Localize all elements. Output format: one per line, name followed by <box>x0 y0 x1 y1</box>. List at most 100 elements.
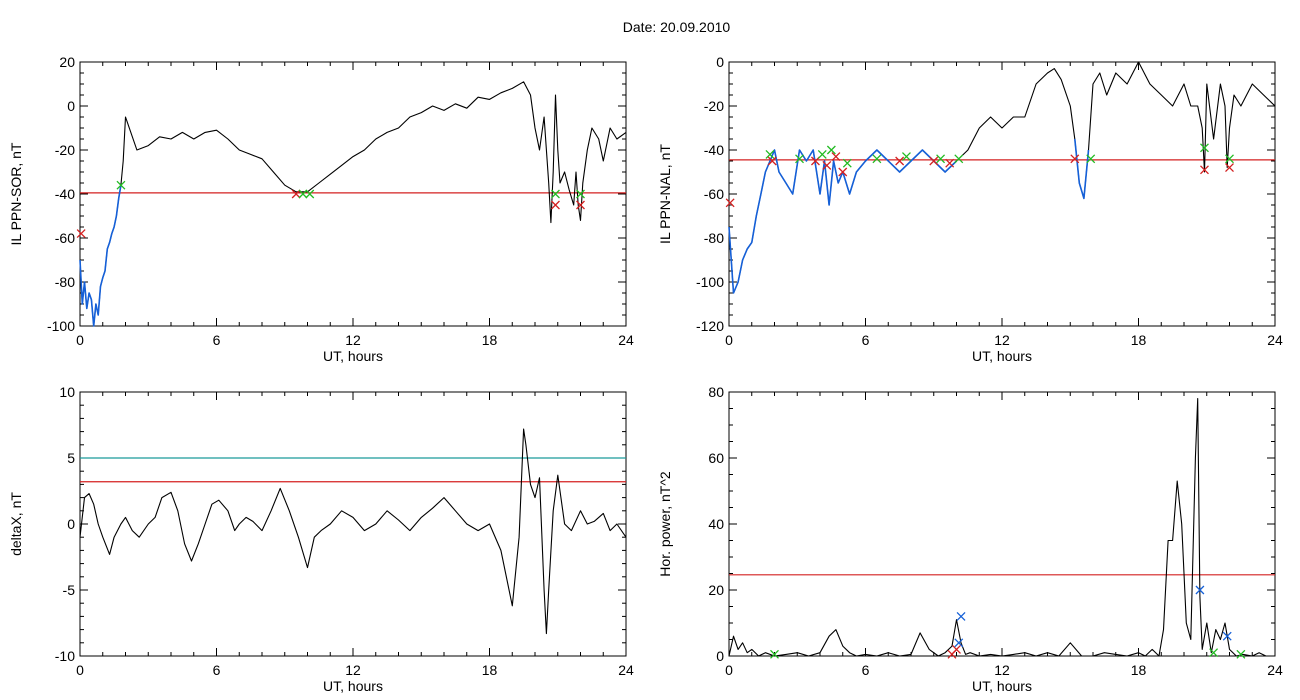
event-marker <box>1225 163 1234 173</box>
event-marker <box>1086 154 1096 164</box>
highlight-series-line <box>1074 138 1090 200</box>
event-marker <box>551 189 560 199</box>
x-axis-label: UT, hours <box>972 348 1032 364</box>
y-tick-label: -80 <box>55 274 75 290</box>
x-tick-label: 18 <box>1131 332 1147 348</box>
event-marker <box>1225 154 1234 164</box>
x-tick-label: 0 <box>725 662 733 678</box>
y-tick-label: 10 <box>59 384 75 400</box>
y-tick-label: -100 <box>696 274 724 290</box>
event-marker <box>765 149 775 159</box>
event-marker <box>810 156 820 166</box>
x-tick-label: 12 <box>345 662 361 678</box>
x-tick-label: 6 <box>213 332 221 348</box>
x-axis-label: UT, hours <box>323 348 383 364</box>
event-marker <box>116 180 126 190</box>
y-tick-label: 0 <box>716 54 724 70</box>
plot-frame <box>79 61 627 327</box>
event-marker <box>576 200 585 210</box>
event-marker <box>298 189 308 199</box>
y-tick-label: 20 <box>59 54 75 70</box>
event-marker <box>1222 631 1232 641</box>
event-marker <box>822 160 832 170</box>
plot-frame <box>728 391 1276 657</box>
series-line <box>79 428 627 635</box>
y-axis-label: deltaX, nT <box>8 492 24 556</box>
event-marker <box>1195 585 1205 595</box>
series-line <box>79 81 627 327</box>
event-marker <box>952 644 961 654</box>
y-tick-label: -20 <box>704 98 724 114</box>
event-marker <box>954 638 964 648</box>
event-marker <box>838 167 848 177</box>
highlight-series-line <box>79 185 122 327</box>
y-tick-label: 5 <box>67 450 75 466</box>
event-marker <box>291 189 301 199</box>
event-marker <box>954 154 964 164</box>
x-tick-label: 24 <box>1267 332 1283 348</box>
x-tick-label: 18 <box>1131 662 1147 678</box>
event-marker <box>826 145 836 155</box>
page-title: Date: 20.09.2010 <box>622 19 731 35</box>
x-axis-label: UT, hours <box>323 678 383 694</box>
event-marker <box>767 156 777 166</box>
event-marker <box>1209 648 1219 658</box>
panel-deltax: 0 6 12 18 24 -10 -5 0 5 10 UT, hours deltaX, nT <box>8 384 634 694</box>
panel-power: 0 6 12 18 24 0 20 40 60 80 UT, hours Hor. power, nT… <box>657 384 1283 694</box>
y-tick-label: -80 <box>704 230 724 246</box>
y-tick-label: 0 <box>67 516 75 532</box>
y-axis-label: IL PPN-NAL, nT <box>657 144 673 244</box>
event-marker <box>305 189 315 199</box>
y-tick-label: -20 <box>55 142 75 158</box>
event-marker <box>795 154 804 164</box>
plot-frame <box>79 391 627 657</box>
y-tick-label: 20 <box>708 582 724 598</box>
x-tick-label: 24 <box>1267 662 1283 678</box>
y-tick-label: 0 <box>716 648 724 664</box>
x-tick-label: 12 <box>345 332 361 348</box>
event-marker <box>895 156 905 166</box>
x-tick-label: 24 <box>618 662 634 678</box>
event-marker <box>1070 154 1080 164</box>
y-tick-label: 0 <box>67 98 75 114</box>
event-marker <box>831 152 841 162</box>
x-tick-label: 12 <box>994 332 1010 348</box>
event-marker <box>956 611 966 621</box>
event-marker <box>817 149 827 159</box>
y-tick-label: -100 <box>47 318 75 334</box>
x-tick-label: 18 <box>482 662 498 678</box>
event-marker <box>842 158 852 168</box>
y-axis-label: IL PPN-SOR, nT <box>8 142 24 245</box>
x-axis-label: UT, hours <box>972 678 1032 694</box>
event-marker <box>770 649 779 659</box>
plot-frame <box>728 61 1276 327</box>
y-tick-label: -40 <box>55 186 75 202</box>
panel-sor: 0 6 12 18 24 -100 -80 -60 -40 -20 0 20 UT, hours IL P… <box>8 54 634 364</box>
panel-nal: 0 6 12 18 24 -120 -100 -80 -60 -40 -20 0 UT, hours IL… <box>657 54 1283 364</box>
y-tick-label: 60 <box>708 450 724 466</box>
y-tick-label: 80 <box>708 384 724 400</box>
y-tick-label: -120 <box>696 318 724 334</box>
x-tick-label: 24 <box>618 332 634 348</box>
series-line <box>728 398 1275 657</box>
event-marker <box>929 156 939 166</box>
y-tick-label: 40 <box>708 516 724 532</box>
event-marker <box>725 198 735 208</box>
series-line <box>728 61 1276 294</box>
event-marker <box>1200 143 1209 153</box>
event-marker <box>901 152 911 162</box>
x-tick-label: 0 <box>725 332 733 348</box>
x-tick-label: 18 <box>482 332 498 348</box>
x-tick-label: 0 <box>76 332 84 348</box>
x-tick-label: 12 <box>994 662 1010 678</box>
event-marker <box>551 200 560 210</box>
y-tick-label: -10 <box>55 648 75 664</box>
event-marker <box>76 229 86 239</box>
y-tick-label: -60 <box>704 186 724 202</box>
x-tick-label: 0 <box>76 662 84 678</box>
y-tick-label: -60 <box>55 230 75 246</box>
x-tick-label: 6 <box>213 662 221 678</box>
event-marker <box>1200 165 1209 175</box>
x-tick-label: 6 <box>862 662 870 678</box>
